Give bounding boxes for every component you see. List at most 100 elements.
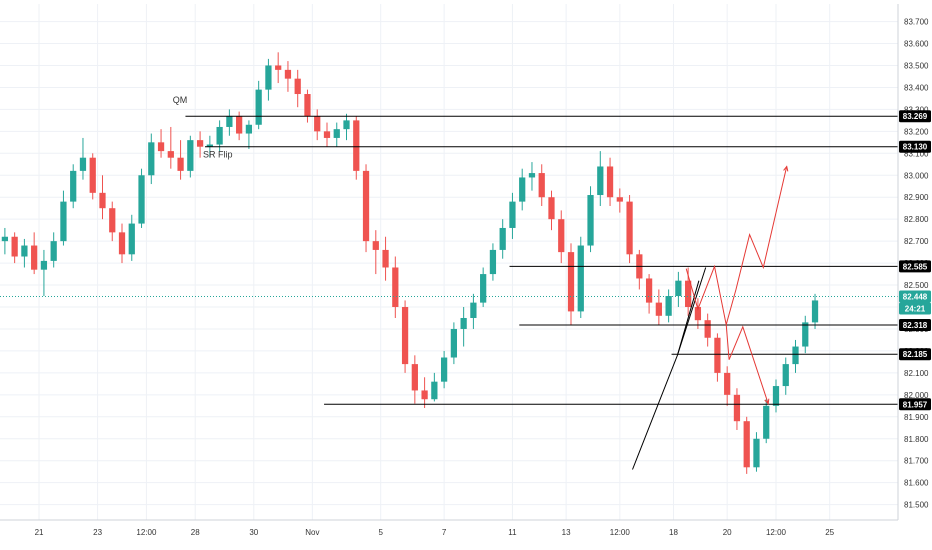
candle-body bbox=[645, 278, 653, 303]
candlestick-series bbox=[1, 52, 819, 474]
candle-body bbox=[21, 245, 28, 257]
projection-path bbox=[685, 166, 788, 325]
candle-body bbox=[284, 69, 292, 79]
level-price-tag-label: 83.269 bbox=[903, 112, 928, 121]
y-tick-label: 83.500 bbox=[904, 61, 929, 70]
candle-body bbox=[372, 241, 379, 250]
candle-body bbox=[70, 170, 77, 202]
y-tick-label: 81.800 bbox=[904, 435, 929, 444]
candle-body bbox=[802, 322, 809, 347]
candle-body bbox=[40, 260, 48, 270]
candle-body bbox=[626, 201, 633, 255]
projection-arrowhead bbox=[783, 165, 789, 172]
candle-body bbox=[392, 267, 399, 308]
y-tick-label: 82.500 bbox=[904, 281, 929, 290]
candle-body bbox=[401, 307, 409, 365]
candle-body bbox=[811, 300, 819, 323]
candle-body bbox=[206, 144, 213, 147]
y-tick-label: 82.900 bbox=[904, 193, 929, 202]
candle-body bbox=[148, 142, 155, 176]
drawings: QM SR Flip bbox=[173, 95, 789, 470]
candle-body bbox=[314, 115, 321, 132]
x-tick-label: 30 bbox=[249, 528, 258, 537]
candle-body bbox=[431, 381, 438, 400]
countdown-timer-tag-label: 24:21 bbox=[905, 304, 926, 313]
candle-body bbox=[31, 245, 38, 270]
price-tags: 83.269 83.130 82.585 82.318 82.185 81.957 82.4… bbox=[899, 110, 931, 411]
projection-arrowhead bbox=[764, 398, 770, 405]
y-tick-label: 81.500 bbox=[904, 501, 929, 510]
candle-body bbox=[11, 236, 18, 257]
x-tick-label: 12:00 bbox=[136, 528, 157, 537]
candle-body bbox=[118, 232, 126, 255]
candle-body bbox=[616, 197, 623, 202]
candle-body bbox=[567, 252, 575, 312]
y-tick-label: 82.100 bbox=[904, 369, 929, 378]
x-tick-label: 13 bbox=[562, 528, 571, 537]
x-tick-label: 5 bbox=[378, 528, 383, 537]
candle-body bbox=[480, 274, 487, 303]
candle-body bbox=[109, 208, 116, 233]
candle-body bbox=[362, 170, 370, 242]
candle-body bbox=[275, 65, 282, 70]
x-tick-label: 21 bbox=[35, 528, 44, 537]
projection-path bbox=[725, 324, 769, 404]
y-tick-label: 83.100 bbox=[904, 149, 929, 158]
chart-annotation: SR Flip bbox=[203, 150, 233, 160]
level-price-tag-label: 82.585 bbox=[903, 262, 928, 271]
countdown-timer-tag-background bbox=[899, 302, 931, 315]
level-price-tag-background bbox=[899, 319, 931, 332]
x-tick-label: 12:00 bbox=[766, 528, 787, 537]
candle-body bbox=[411, 364, 418, 391]
candle-body bbox=[99, 192, 106, 209]
candle-body bbox=[265, 65, 272, 90]
y-tick-label: 83.200 bbox=[904, 127, 929, 136]
current-price-tag-background bbox=[899, 290, 931, 303]
candle-body bbox=[304, 94, 311, 116]
candle-body bbox=[333, 129, 340, 138]
candle-body bbox=[499, 227, 506, 250]
x-tick-label: 18 bbox=[669, 528, 678, 537]
candle-body bbox=[753, 438, 760, 468]
candle-body bbox=[538, 173, 545, 198]
candle-body bbox=[489, 249, 497, 275]
y-tick-label: 83.600 bbox=[904, 40, 929, 49]
y-tick-label: 81.700 bbox=[904, 457, 929, 466]
candle-body bbox=[216, 126, 223, 145]
level-price-tag-label: 82.185 bbox=[903, 350, 928, 359]
candle-body bbox=[60, 201, 67, 242]
candle-body bbox=[1, 236, 9, 242]
candle-body bbox=[323, 131, 331, 138]
candle-body bbox=[733, 394, 741, 422]
y-tick-label: 83.000 bbox=[904, 171, 929, 180]
level-price-tag-background bbox=[899, 110, 931, 123]
x-tick-label: 28 bbox=[191, 528, 200, 537]
candle-body bbox=[528, 173, 536, 178]
candle-body bbox=[724, 372, 731, 395]
candle-body bbox=[792, 346, 799, 365]
candle-body bbox=[587, 195, 594, 246]
candle-body bbox=[157, 142, 165, 152]
time-axis[interactable]: 21 23 12:00 28 30 Nov 5 7 11 13 12:00 18 20 12:00 25 bbox=[35, 528, 835, 537]
candle-body bbox=[245, 124, 253, 134]
level-price-tag-label: 82.318 bbox=[903, 321, 928, 330]
candle-body bbox=[187, 140, 194, 171]
candle-body bbox=[655, 302, 662, 316]
candle-body bbox=[294, 78, 301, 95]
trendline bbox=[676, 267, 707, 356]
candle-body bbox=[167, 151, 174, 158]
candle-body bbox=[255, 89, 262, 125]
x-tick-label: 7 bbox=[442, 528, 447, 537]
y-tick-label: 81.600 bbox=[904, 479, 929, 488]
candle-body bbox=[89, 157, 96, 193]
x-tick-label: 11 bbox=[508, 528, 517, 537]
candle-body bbox=[79, 157, 87, 171]
candle-body bbox=[782, 364, 789, 387]
level-price-tag-background bbox=[899, 348, 931, 361]
y-tick-label: 81.900 bbox=[904, 413, 929, 422]
candle-body bbox=[714, 337, 721, 373]
y-tick-label: 82.800 bbox=[904, 215, 929, 224]
candle-body bbox=[138, 175, 145, 224]
